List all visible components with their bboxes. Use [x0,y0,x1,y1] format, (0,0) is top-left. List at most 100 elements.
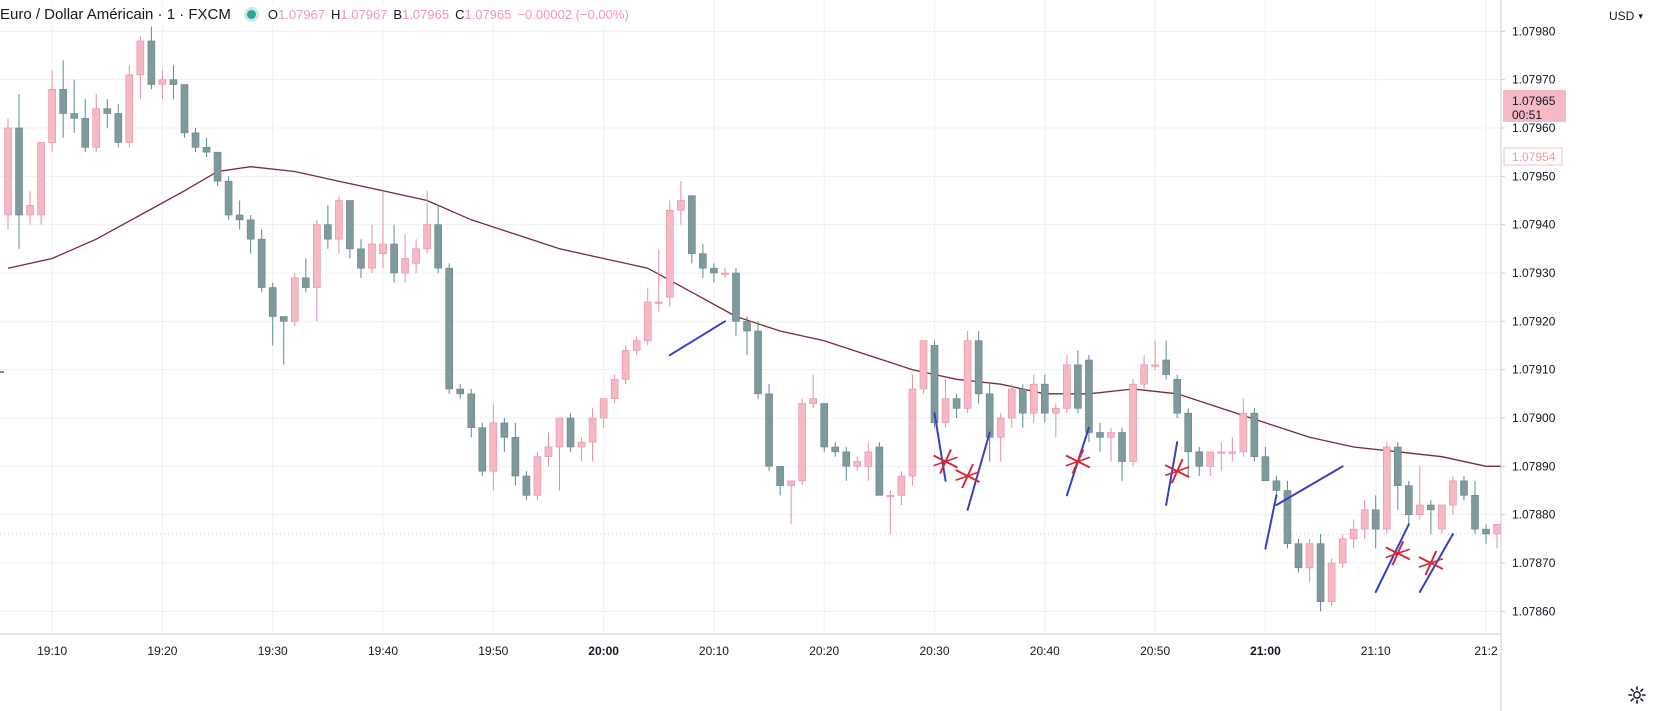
candle[interactable] [743,316,751,356]
candle[interactable] [279,316,288,365]
candle[interactable] [1305,538,1314,583]
candle[interactable] [1018,384,1027,428]
candle[interactable] [875,442,884,496]
candle[interactable] [346,200,354,259]
candle[interactable] [654,248,663,312]
candle[interactable] [434,205,442,273]
candle[interactable] [1007,384,1016,428]
candle[interactable] [1173,374,1181,419]
candle[interactable] [710,263,718,283]
cross-mark[interactable] [955,463,981,489]
candle[interactable] [1228,437,1237,462]
candle[interactable] [952,393,961,418]
candle[interactable] [268,282,277,346]
candle[interactable] [721,268,729,278]
candle[interactable] [445,263,454,394]
candle[interactable] [864,442,873,481]
candle[interactable] [125,65,134,148]
candle[interactable] [1029,374,1038,423]
candle[interactable] [1063,355,1071,414]
candle[interactable] [37,142,45,225]
candle[interactable] [1316,534,1325,612]
candle[interactable] [1360,500,1369,539]
candle[interactable] [776,466,784,496]
candle[interactable] [511,422,520,486]
trend-line[interactable] [1418,533,1454,593]
candle[interactable] [632,335,641,356]
candle[interactable] [996,413,1005,462]
cross-mark[interactable] [1065,449,1091,474]
candle[interactable] [588,408,597,462]
candle[interactable] [1107,427,1115,462]
candle[interactable] [1393,442,1402,510]
candle[interactable] [1074,350,1082,414]
candle[interactable] [1283,480,1292,549]
candle[interactable] [688,195,696,264]
settings-button[interactable] [1626,684,1648,706]
candle[interactable] [1449,476,1457,515]
trend-line[interactable] [668,320,726,357]
candle[interactable] [555,417,564,491]
candle[interactable] [1162,340,1170,380]
candle[interactable] [831,442,840,457]
candle[interactable] [1096,422,1104,452]
candle[interactable] [246,215,255,254]
candle[interactable] [1151,340,1159,370]
candle[interactable] [390,224,398,283]
candle[interactable] [456,384,465,399]
candle[interactable] [500,418,509,452]
candle[interactable] [1261,447,1270,482]
candle[interactable] [1405,480,1413,525]
candle[interactable] [1206,451,1215,476]
candle[interactable] [1349,519,1358,549]
candle[interactable] [169,65,178,99]
candle[interactable] [191,128,200,153]
candle[interactable] [941,379,950,428]
cross-mark[interactable] [933,449,958,474]
candle[interactable] [313,219,321,322]
candle[interactable] [544,432,553,467]
candle[interactable] [1338,534,1347,568]
candle[interactable] [1438,504,1446,534]
candle[interactable] [59,60,67,138]
candle[interactable] [412,239,420,273]
candle[interactable] [577,437,586,462]
candle[interactable] [368,224,376,273]
trend-line[interactable] [1374,523,1410,593]
candle[interactable] [985,384,994,462]
candle[interactable] [842,447,851,481]
cross-mark[interactable] [1418,550,1444,576]
candle[interactable] [963,331,972,414]
candle[interactable] [401,234,409,283]
candle[interactable] [92,94,101,153]
candle[interactable] [533,451,542,501]
candle[interactable] [136,36,145,99]
candle[interactable] [224,176,233,220]
candle[interactable] [290,273,299,327]
candle[interactable] [1239,398,1248,457]
candle[interactable] [26,190,34,225]
candle[interactable] [820,403,829,452]
candle[interactable] [974,331,983,404]
candle[interactable] [798,398,806,486]
candle[interactable] [379,190,387,269]
candle[interactable] [886,490,895,535]
candle[interactable] [103,99,112,128]
candle[interactable] [114,103,123,148]
candle[interactable] [1482,524,1490,544]
candle[interactable] [1129,379,1137,467]
candle[interactable] [1250,408,1259,462]
candle[interactable] [48,70,56,153]
drawings[interactable] [668,320,1454,593]
candle[interactable] [1118,427,1126,481]
candle[interactable] [1460,476,1468,501]
candle[interactable] [754,321,762,399]
symbol-title[interactable]: Euro / Dollar Américain · 1 · FXCM [0,5,231,23]
candle[interactable] [1471,480,1479,534]
trend-line[interactable] [1275,465,1344,506]
candle[interactable] [467,389,476,438]
candle[interactable] [1382,442,1391,534]
candle[interactable] [621,345,630,385]
candle[interactable] [566,413,575,452]
